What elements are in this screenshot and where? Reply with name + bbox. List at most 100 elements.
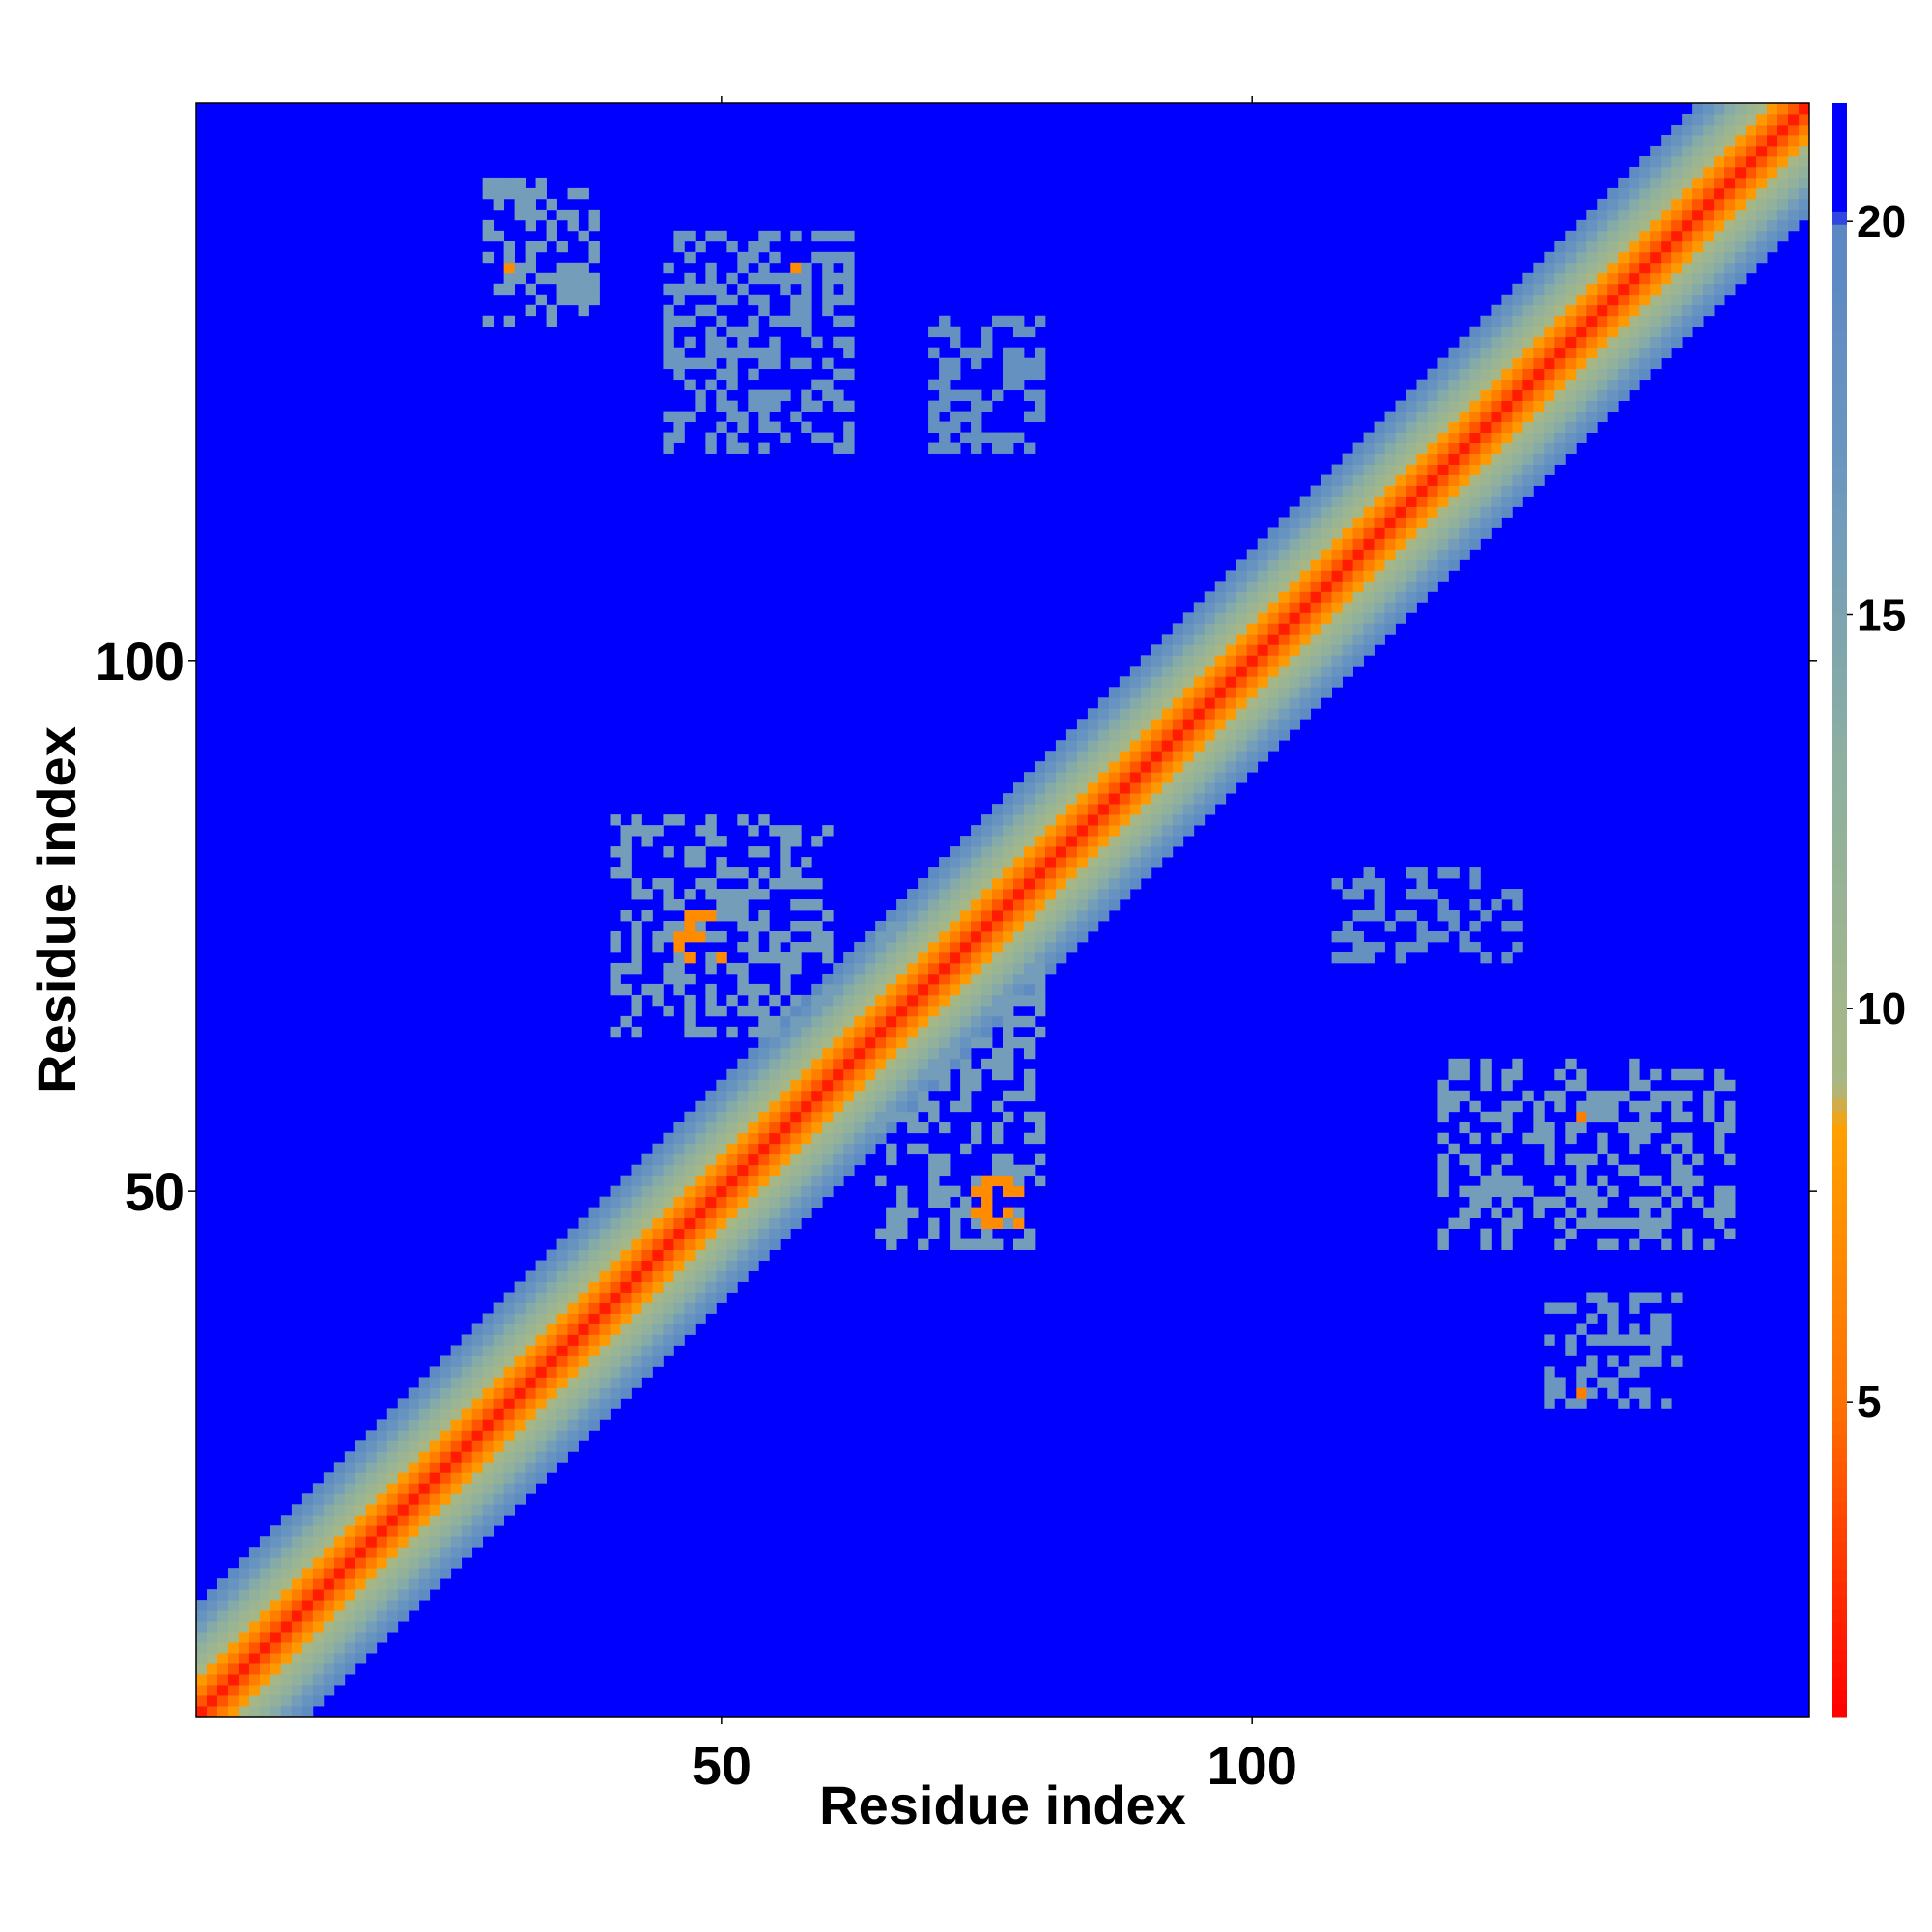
heatmap-cell bbox=[376, 1547, 388, 1558]
heatmap-cell bbox=[684, 379, 696, 391]
heatmap-cell bbox=[769, 1079, 781, 1092]
heatmap-cell bbox=[843, 421, 855, 433]
heatmap-cell bbox=[716, 1164, 727, 1177]
heatmap-cell bbox=[418, 1547, 431, 1558]
heatmap-cell bbox=[1544, 400, 1555, 412]
heatmap-cell bbox=[1618, 1164, 1630, 1177]
heatmap-cell bbox=[482, 1483, 495, 1494]
heatmap-cell bbox=[578, 1345, 589, 1356]
heatmap-cell bbox=[780, 878, 791, 890]
heatmap-cell bbox=[1374, 527, 1385, 539]
heatmap-cell bbox=[206, 1589, 218, 1601]
heatmap-cell bbox=[833, 973, 844, 985]
heatmap-cell bbox=[610, 973, 621, 985]
heatmap-cell bbox=[578, 294, 589, 306]
heatmap-cell bbox=[726, 1175, 738, 1187]
heatmap-cell bbox=[376, 1515, 388, 1526]
heatmap-cell bbox=[1501, 1217, 1513, 1230]
heatmap-cell bbox=[1459, 379, 1470, 391]
heatmap-cell bbox=[939, 1122, 951, 1134]
heatmap-cell bbox=[1003, 1175, 1014, 1187]
heatmap-cell bbox=[705, 272, 717, 285]
heatmap-cell bbox=[1639, 262, 1651, 274]
heatmap-cell bbox=[1661, 209, 1672, 221]
heatmap-cell bbox=[1193, 708, 1206, 720]
heatmap-cell bbox=[1480, 952, 1492, 964]
heatmap-cell bbox=[811, 1005, 823, 1017]
heatmap-cell bbox=[1512, 464, 1523, 475]
heatmap-cell bbox=[1427, 453, 1438, 465]
heatmap-cell bbox=[1544, 357, 1555, 370]
heatmap-cell bbox=[960, 910, 972, 922]
heatmap-cell bbox=[1352, 591, 1364, 603]
heatmap-cell bbox=[1310, 655, 1322, 667]
heatmap-cell bbox=[1512, 283, 1523, 296]
heatmap-cell bbox=[301, 1621, 314, 1633]
heatmap-cell bbox=[556, 262, 568, 274]
heatmap-cell bbox=[673, 1302, 685, 1314]
heatmap-cell bbox=[1427, 496, 1438, 507]
heatmap-cell bbox=[641, 1323, 653, 1335]
heatmap-cell bbox=[216, 1685, 229, 1696]
heatmap-cell bbox=[1214, 751, 1227, 762]
heatmap-cell bbox=[822, 1047, 834, 1060]
heatmap-cell bbox=[1469, 1207, 1481, 1219]
heatmap-cell bbox=[1076, 889, 1089, 900]
heatmap-cell bbox=[1607, 241, 1619, 253]
heatmap-cell bbox=[1161, 708, 1174, 720]
heatmap-cell bbox=[525, 1334, 536, 1346]
colorbar-segment bbox=[1832, 587, 1847, 602]
heatmap-cell bbox=[546, 1313, 557, 1324]
heatmap-cell bbox=[854, 1079, 866, 1092]
heatmap-cell bbox=[769, 1047, 781, 1060]
heatmap-cell bbox=[291, 1610, 303, 1622]
heatmap-cell bbox=[1225, 623, 1237, 635]
heatmap-cell bbox=[1501, 432, 1513, 443]
heatmap-cell bbox=[684, 1175, 696, 1187]
heatmap-cell bbox=[1182, 782, 1195, 794]
heatmap-cell bbox=[1459, 485, 1470, 497]
heatmap-cell bbox=[663, 846, 674, 858]
heatmap-cell bbox=[1236, 761, 1248, 773]
heatmap-cell bbox=[1597, 230, 1608, 242]
heatmap-cell bbox=[950, 1100, 961, 1113]
heatmap-cell bbox=[896, 1111, 908, 1123]
heatmap-cell bbox=[695, 1270, 706, 1282]
heatmap-cell bbox=[588, 1408, 600, 1420]
heatmap-cell bbox=[726, 1153, 738, 1166]
heatmap-cell bbox=[1437, 910, 1449, 922]
colorbar-segment bbox=[1832, 547, 1847, 561]
heatmap-cell bbox=[748, 347, 759, 359]
heatmap-cell bbox=[1055, 846, 1067, 858]
heatmap-cell bbox=[971, 1005, 982, 1017]
heatmap-cell bbox=[365, 1610, 378, 1622]
heatmap-cell bbox=[1512, 379, 1523, 391]
heatmap-cell bbox=[695, 920, 706, 932]
heatmap-cell bbox=[1193, 655, 1206, 667]
heatmap-cell bbox=[1777, 134, 1789, 147]
colorbar-segment bbox=[1832, 936, 1847, 952]
heatmap-cell bbox=[1629, 336, 1640, 349]
heatmap-cell bbox=[1044, 804, 1057, 815]
heatmap-cell bbox=[365, 1451, 378, 1463]
heatmap-cell bbox=[1703, 1207, 1715, 1219]
heatmap-cell bbox=[556, 1292, 568, 1303]
heatmap-cell bbox=[1182, 708, 1195, 720]
heatmap-cell bbox=[1278, 612, 1291, 624]
heatmap-cell bbox=[1416, 411, 1428, 423]
heatmap-cell bbox=[1416, 506, 1428, 518]
heatmap-cell bbox=[355, 1493, 367, 1505]
heatmap-cell bbox=[663, 1323, 674, 1335]
heatmap-cell bbox=[1650, 209, 1662, 221]
heatmap-cell bbox=[801, 1058, 812, 1070]
heatmap-cell bbox=[397, 1408, 410, 1420]
heatmap-cell bbox=[971, 952, 982, 964]
heatmap-cell bbox=[1522, 357, 1534, 370]
heatmap-cell bbox=[748, 1068, 759, 1081]
heatmap-cell bbox=[1480, 506, 1492, 518]
heatmap-cell bbox=[1554, 1175, 1566, 1187]
heatmap-cell bbox=[1777, 124, 1789, 136]
colorbar-segment bbox=[1832, 815, 1847, 830]
heatmap-cell bbox=[1533, 304, 1545, 317]
heatmap-cell bbox=[705, 1238, 717, 1250]
